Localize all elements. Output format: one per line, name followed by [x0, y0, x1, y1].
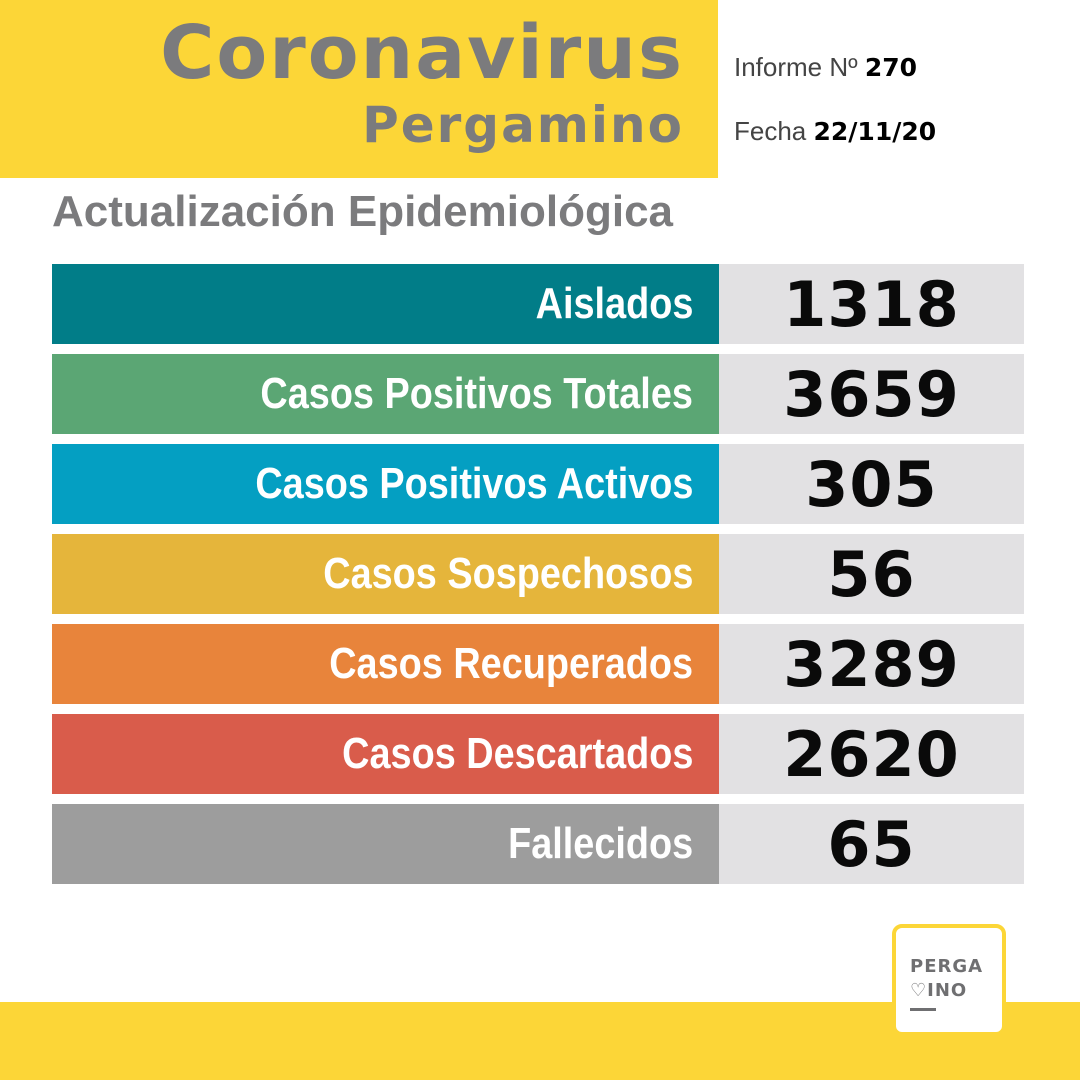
stat-row-recuperados: Casos Recuperados 3289	[52, 624, 1024, 704]
pergamino-logo: PERGA ♡INO	[892, 924, 1006, 1036]
stat-value: 1318	[719, 264, 1024, 344]
stat-row-sospechosos: Casos Sospechosos 56	[52, 534, 1024, 614]
stat-value: 56	[719, 534, 1024, 614]
logo-text-bottom: ♡INO	[910, 980, 968, 1001]
stat-label: Fallecidos	[52, 804, 719, 884]
title-banner: Coronavirus Pergamino	[0, 0, 718, 178]
logo-text-top: PERGA	[910, 956, 984, 977]
report-number-value: 270	[864, 53, 918, 82]
stat-label: Casos Descartados	[52, 714, 719, 794]
stat-value: 2620	[719, 714, 1024, 794]
stats-table: Aislados 1318 Casos Positivos Totales 36…	[52, 264, 1024, 894]
stat-label: Casos Positivos Totales	[52, 354, 719, 434]
report-date: Fecha 22/11/20	[734, 118, 936, 144]
stat-row-fallecidos: Fallecidos 65	[52, 804, 1024, 884]
stat-value: 65	[719, 804, 1024, 884]
page-title: Coronavirus	[160, 10, 684, 96]
stat-label: Aislados	[52, 264, 719, 344]
logo-dash	[910, 1008, 936, 1011]
report-number-label: Informe Nº	[734, 52, 858, 82]
report-number: Informe Nº 270	[734, 54, 917, 80]
page-subtitle: Pergamino	[362, 96, 684, 154]
stat-value: 3289	[719, 624, 1024, 704]
stat-row-aislados: Aislados 1318	[52, 264, 1024, 344]
section-title: Actualización Epidemiológica	[52, 187, 674, 236]
stat-value: 3659	[719, 354, 1024, 434]
stat-row-positivos-activos: Casos Positivos Activos 305	[52, 444, 1024, 524]
stat-row-positivos-totales: Casos Positivos Totales 3659	[52, 354, 1024, 434]
stat-label: Casos Recuperados	[52, 624, 719, 704]
stat-value: 305	[719, 444, 1024, 524]
report-date-label: Fecha	[734, 116, 807, 146]
stat-label: Casos Positivos Activos	[52, 444, 719, 524]
stat-label: Casos Sospechosos	[52, 534, 719, 614]
report-date-value: 22/11/20	[813, 117, 937, 146]
stat-row-descartados: Casos Descartados 2620	[52, 714, 1024, 794]
